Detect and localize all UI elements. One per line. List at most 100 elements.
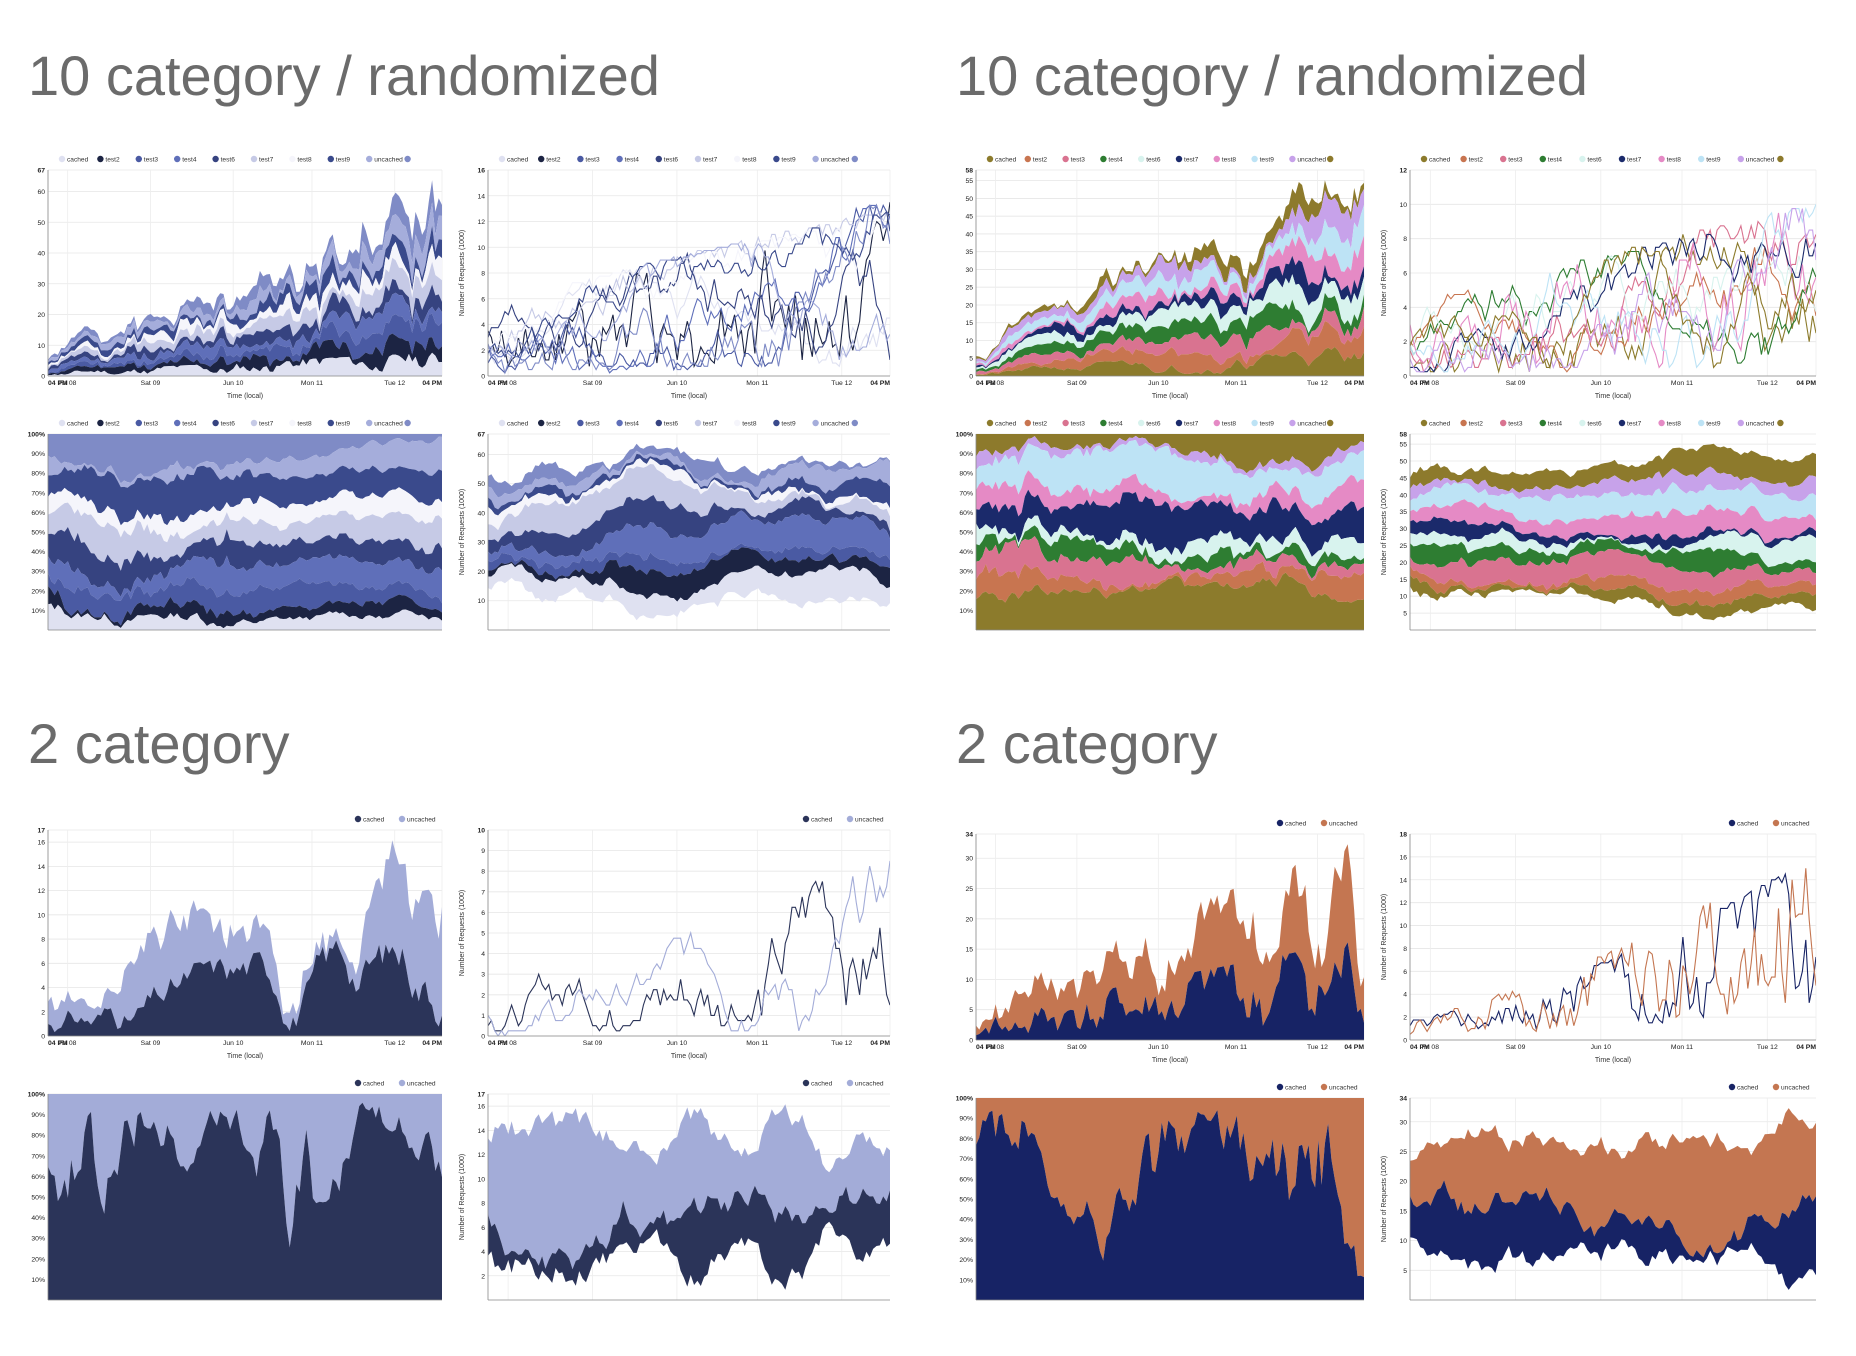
legend-item[interactable]: uncached (1320, 1083, 1358, 1092)
legend-item[interactable]: test7 (1175, 419, 1199, 428)
legend-item[interactable] (404, 155, 411, 163)
legend-item[interactable]: test9 (1698, 155, 1721, 164)
legend-item[interactable]: cached (1728, 819, 1759, 828)
legend-item[interactable]: cached (1276, 1083, 1307, 1092)
legend-item[interactable]: test9 (327, 155, 351, 164)
legend-item[interactable]: cached (498, 155, 529, 164)
legend-item[interactable]: test8 (1213, 155, 1237, 164)
legend-item[interactable]: test7 (250, 155, 274, 164)
legend-item[interactable]: test8 (1658, 155, 1681, 164)
legend-item[interactable]: test9 (1251, 155, 1274, 164)
legend-item[interactable]: test3 (577, 419, 600, 428)
legend-item[interactable]: cached (986, 419, 1017, 428)
legend-item[interactable]: uncached (398, 1079, 436, 1088)
legend-item[interactable]: test9 (773, 155, 796, 164)
legend-item[interactable]: cached (1420, 155, 1451, 164)
legend-item[interactable]: cached (802, 815, 833, 824)
legend-item[interactable]: test3 (1500, 155, 1523, 164)
legend-item[interactable]: uncached (1737, 419, 1775, 428)
legend-item[interactable]: test4 (616, 155, 639, 164)
legend-item[interactable]: test6 (655, 155, 679, 164)
legend-item[interactable] (1777, 155, 1784, 163)
legend-item[interactable]: test7 (250, 419, 274, 428)
legend-item[interactable]: test7 (1175, 155, 1199, 164)
legend-item[interactable]: test4 (174, 155, 197, 164)
legend-item[interactable]: uncached (1737, 155, 1775, 164)
legend-item[interactable]: uncached (1289, 419, 1326, 428)
legend-item[interactable]: test3 (1062, 419, 1085, 428)
legend-item[interactable]: test2 (538, 419, 561, 428)
legend-item[interactable]: test8 (289, 419, 312, 428)
legend-item[interactable]: test9 (1251, 419, 1274, 428)
legend-item[interactable]: test6 (655, 419, 679, 428)
legend-item[interactable]: test3 (135, 419, 159, 428)
legend-item[interactable]: test6 (1138, 155, 1161, 164)
legend-item[interactable]: cached (498, 419, 529, 428)
y-tick-label: 30 (965, 856, 973, 863)
legend-item[interactable]: test8 (734, 155, 757, 164)
legend-item[interactable]: uncached (398, 815, 436, 824)
legend-item[interactable]: uncached (1772, 1083, 1810, 1092)
legend-item[interactable]: uncached (812, 155, 850, 164)
legend-item[interactable]: uncached (1320, 819, 1358, 828)
legend-item[interactable] (1327, 155, 1334, 163)
legend-item[interactable]: uncached (366, 419, 403, 428)
legend-item[interactable]: test6 (212, 419, 235, 428)
legend-label: test8 (297, 157, 312, 164)
legend-item[interactable]: test2 (1460, 419, 1483, 428)
legend-item[interactable]: cached (354, 1079, 385, 1088)
legend-item[interactable]: cached (354, 815, 385, 824)
legend-item[interactable]: cached (1276, 819, 1307, 828)
legend-item[interactable]: test2 (97, 419, 120, 428)
legend-item[interactable]: test3 (135, 155, 159, 164)
legend-item[interactable]: test8 (289, 155, 312, 164)
legend-item[interactable] (851, 419, 858, 427)
legend-item[interactable]: uncached (1772, 819, 1810, 828)
legend-item[interactable]: test6 (1579, 419, 1602, 428)
legend-item[interactable]: test3 (1500, 419, 1523, 428)
legend-item[interactable]: test8 (734, 419, 757, 428)
legend-item[interactable]: uncached (846, 815, 884, 824)
legend-item[interactable]: test7 (1618, 419, 1642, 428)
legend-item[interactable]: test2 (538, 155, 561, 164)
legend-item[interactable]: test7 (1618, 155, 1642, 164)
legend-item[interactable]: cached (986, 155, 1017, 164)
legend-item[interactable] (404, 419, 411, 427)
legend-item[interactable] (851, 155, 858, 163)
legend-item[interactable]: uncached (846, 1079, 884, 1088)
legend-item[interactable]: test2 (1024, 419, 1048, 428)
legend-item[interactable]: test3 (577, 155, 600, 164)
x-tick-label: 04 PM (976, 380, 996, 387)
legend-item[interactable]: test8 (1213, 419, 1237, 428)
legend-item[interactable]: test2 (1024, 155, 1048, 164)
legend-item[interactable]: uncached (812, 419, 850, 428)
legend-item[interactable] (1777, 419, 1784, 427)
legend-item[interactable]: test9 (1698, 419, 1721, 428)
series-area (976, 347, 1364, 376)
legend-item[interactable]: cached (58, 155, 89, 164)
legend-item[interactable]: uncached (366, 155, 403, 164)
legend-item[interactable]: test4 (1100, 419, 1123, 428)
legend-item[interactable]: cached (58, 419, 89, 428)
legend-item[interactable]: test9 (327, 419, 351, 428)
legend-item[interactable]: test6 (212, 155, 235, 164)
legend-item[interactable]: uncached (1289, 155, 1326, 164)
legend-item[interactable]: test4 (1539, 155, 1563, 164)
legend-item[interactable]: test4 (1539, 419, 1563, 428)
legend-item[interactable]: test4 (174, 419, 197, 428)
legend-item[interactable]: test4 (616, 419, 639, 428)
legend-item[interactable]: test6 (1138, 419, 1161, 428)
legend-item[interactable]: test4 (1100, 155, 1123, 164)
legend-item[interactable]: test9 (773, 419, 796, 428)
legend-item[interactable]: test7 (694, 155, 718, 164)
legend-item[interactable]: test2 (97, 155, 120, 164)
legend-item[interactable]: test8 (1658, 419, 1681, 428)
legend-item[interactable]: test2 (1460, 155, 1483, 164)
legend-item[interactable]: cached (1420, 419, 1451, 428)
legend-item[interactable]: test6 (1579, 155, 1602, 164)
legend-item[interactable] (1327, 419, 1334, 427)
legend-item[interactable]: cached (802, 1079, 833, 1088)
legend-item[interactable]: test3 (1062, 155, 1085, 164)
legend-item[interactable]: cached (1728, 1083, 1759, 1092)
legend-item[interactable]: test7 (694, 419, 718, 428)
